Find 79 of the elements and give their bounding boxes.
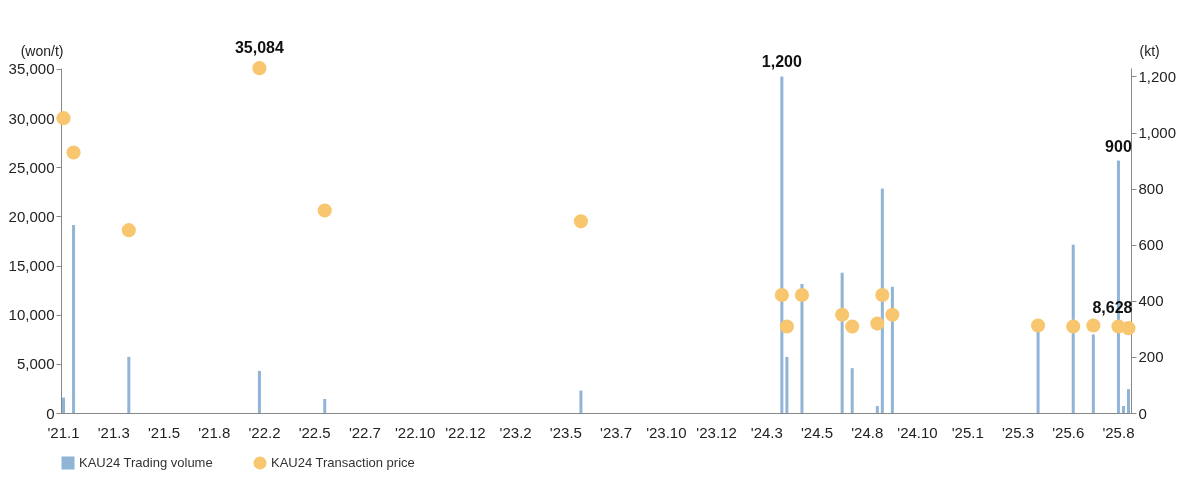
bar bbox=[72, 225, 76, 413]
y2-tick-label: 1,200 bbox=[1138, 67, 1177, 85]
y-tick-label: 20,000 bbox=[8, 207, 55, 225]
y2-tick-label: 200 bbox=[1138, 348, 1164, 366]
x-tick-label: '22.2 bbox=[248, 423, 281, 441]
bar bbox=[785, 356, 789, 413]
x-tick-label: '23.7 bbox=[600, 423, 633, 441]
point bbox=[121, 223, 136, 238]
bar bbox=[780, 76, 784, 413]
point bbox=[573, 214, 588, 229]
point bbox=[779, 319, 794, 334]
x-tick-label: '25.6 bbox=[1052, 423, 1085, 441]
bar bbox=[1126, 389, 1130, 413]
bar bbox=[323, 398, 327, 413]
x-tick-label: '22.10 bbox=[394, 423, 436, 441]
point bbox=[774, 287, 789, 303]
x-tick-label: '22.5 bbox=[298, 423, 331, 441]
x-tick-label: '23.5 bbox=[549, 423, 582, 441]
point bbox=[252, 61, 267, 76]
bar bbox=[1071, 244, 1075, 413]
point bbox=[1086, 318, 1101, 333]
legend-label: KAU24 Trading volume bbox=[79, 455, 213, 470]
y-axis-title: (won/t) bbox=[20, 42, 64, 59]
point bbox=[56, 111, 71, 126]
point bbox=[835, 307, 850, 322]
bar bbox=[850, 368, 854, 413]
bar bbox=[840, 272, 844, 413]
x-tick-label: '25.8 bbox=[1102, 423, 1135, 441]
point bbox=[1066, 319, 1081, 334]
bar bbox=[875, 405, 879, 413]
data-label: 35,084 bbox=[234, 39, 284, 57]
bar bbox=[127, 356, 131, 413]
point bbox=[885, 307, 900, 322]
bar bbox=[62, 397, 66, 413]
point bbox=[66, 145, 81, 160]
x-tick-label: '21.8 bbox=[198, 423, 231, 441]
data-label: 1,200 bbox=[761, 53, 802, 71]
data-label: 8,628 bbox=[1092, 299, 1133, 317]
point bbox=[870, 316, 885, 331]
bar bbox=[579, 390, 583, 413]
point bbox=[875, 287, 890, 303]
y2-axis-title: (kt) bbox=[1139, 42, 1160, 59]
x-tick-label: '22.7 bbox=[348, 423, 381, 441]
y2-tick-label: 800 bbox=[1138, 180, 1164, 198]
y-tick-label: 25,000 bbox=[8, 158, 55, 176]
x-tick-label: '21.3 bbox=[97, 423, 130, 441]
y-tick-label: 30,000 bbox=[8, 109, 55, 127]
point bbox=[845, 319, 860, 334]
bar bbox=[880, 188, 884, 413]
x-tick-label: '22.12 bbox=[445, 423, 486, 441]
legend-label: KAU24 Transaction price bbox=[271, 455, 415, 470]
point bbox=[794, 287, 810, 303]
x-tick-label: '24.8 bbox=[851, 423, 884, 441]
data-label: 900 bbox=[1105, 137, 1132, 155]
y-tick-label: 5,000 bbox=[16, 355, 55, 373]
x-tick-label: '25.3 bbox=[1001, 423, 1034, 441]
y2-tick-label: 400 bbox=[1138, 292, 1164, 310]
y-tick-label: 0 bbox=[46, 404, 55, 422]
y2-tick-label: 1,000 bbox=[1138, 124, 1177, 142]
x-tick-label: '23.12 bbox=[696, 423, 737, 441]
point bbox=[1030, 318, 1046, 333]
x-tick-label: '24.5 bbox=[801, 423, 834, 441]
x-tick-label: '24.3 bbox=[750, 423, 783, 441]
y-tick-label: 10,000 bbox=[8, 306, 55, 324]
x-tick-label: '23.10 bbox=[646, 423, 687, 441]
x-tick-label: '24.10 bbox=[897, 423, 938, 441]
bar bbox=[1091, 334, 1095, 413]
bar bbox=[1121, 405, 1125, 413]
x-tick-label: '25.1 bbox=[951, 423, 984, 441]
y2-tick-label: 0 bbox=[1138, 404, 1147, 422]
x-tick-label: '21.5 bbox=[147, 423, 181, 441]
point bbox=[1121, 321, 1136, 336]
y-tick-label: 15,000 bbox=[8, 257, 55, 275]
x-tick-label: '23.2 bbox=[499, 423, 532, 441]
y-tick-label: 35,000 bbox=[8, 60, 55, 78]
x-tick-label: '21.1 bbox=[47, 423, 80, 441]
point bbox=[317, 203, 332, 218]
y2-tick-label: 600 bbox=[1138, 236, 1164, 254]
bar bbox=[257, 370, 261, 413]
